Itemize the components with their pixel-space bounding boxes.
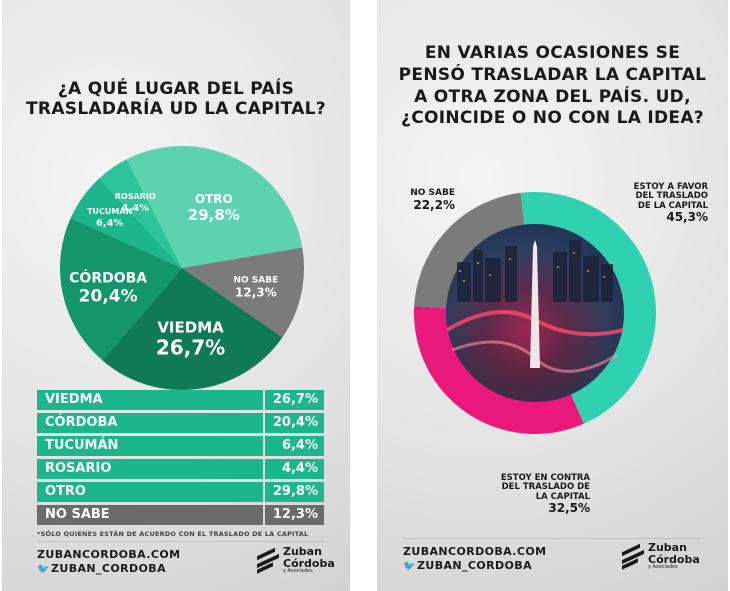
right-question-title: EN VARIAS OCASIONES SE PENSÓ TRASLADAR L… bbox=[385, 43, 720, 130]
buenos-aires-obelisk-photo bbox=[445, 224, 624, 402]
table-row-label: CÓRDOBA bbox=[37, 413, 263, 433]
pie-slice-viedma bbox=[102, 268, 283, 390]
left-brand-logo: Zuban Córdoba y Asociados bbox=[257, 546, 335, 574]
brand-name-1: Zuban bbox=[648, 541, 687, 554]
brand-sub: y Asociados bbox=[648, 564, 678, 571]
table-row-value: 6,4% bbox=[265, 436, 324, 456]
left-twitter-handle: 🐦ZUBAN_CORDOBA bbox=[37, 562, 166, 575]
left-twitter-text: ZUBAN_CORDOBA bbox=[51, 562, 166, 575]
right-title-line-1: EN VARIAS OCASIONES SE bbox=[424, 43, 681, 63]
brand-name-1: Zuban bbox=[283, 545, 322, 558]
label-a-favor-text-3: DE LA CAPITAL bbox=[637, 200, 708, 211]
table-row-value: 20,4% bbox=[265, 413, 324, 433]
table-row-value: 12,3% bbox=[265, 505, 324, 525]
right-title-line-3: A OTRA ZONA DEL PAÍS. UD, bbox=[414, 86, 691, 107]
right-donut-chart bbox=[414, 192, 656, 434]
table-row-value: 26,7% bbox=[265, 390, 324, 410]
pie-label-viedma: VIEDMA bbox=[157, 319, 224, 337]
pie-slice-tucuman bbox=[70, 178, 182, 268]
pie-slice-rosario bbox=[99, 159, 182, 268]
label-no-sabe-value: 22,2% bbox=[413, 197, 455, 212]
table-row-label: VIEDMA bbox=[37, 390, 263, 410]
right-twitter-text: ZUBAN_CORDOBA bbox=[417, 559, 532, 572]
footnote: *SÓLO QUIENES ESTÁN DE ACUERDO CON EL TR… bbox=[37, 530, 309, 538]
zuban-logo-icon bbox=[257, 547, 279, 574]
label-en-contra-text-3: LA CAPITAL bbox=[535, 491, 590, 502]
table-row-label: OTRO bbox=[37, 482, 263, 502]
left-website: ZUBANCORDOBA.COM bbox=[37, 548, 181, 561]
pie-label-no-sabe: NO SABE bbox=[233, 275, 278, 285]
label-en-contra-value: 32,5% bbox=[548, 501, 590, 516]
pie-slice-no-sabe bbox=[182, 247, 304, 338]
left-title-line-1: ¿A QUÉ LUGAR DEL PAÍS bbox=[57, 79, 295, 99]
right-website: ZUBANCORDOBA.COM bbox=[403, 545, 547, 558]
table-row-cordoba: CÓRDOBA 20,4% bbox=[37, 413, 324, 433]
twitter-icon: 🐦 bbox=[403, 561, 416, 572]
pie-slice-cordoba bbox=[59, 218, 183, 361]
left-title-line-2: TRASLADARÍA UD LA CAPITAL? bbox=[26, 99, 326, 120]
zuban-logo-icon bbox=[622, 543, 644, 570]
brand-sub: y Asociados bbox=[283, 568, 313, 575]
pie-label-tucuman: TUCUMÁN bbox=[87, 205, 132, 216]
brand-name-2: Córdoba bbox=[283, 556, 335, 570]
right-title-line-2: PENSÓ TRASLADAR LA CAPITAL bbox=[398, 64, 707, 85]
pie-slice-otro bbox=[126, 146, 303, 268]
label-a-favor-text-2: DEL TRASLADO bbox=[635, 191, 708, 202]
label-en-contra-text-1: ESTOY EN CONTRA bbox=[500, 473, 590, 483]
label-no-sabe: NO SABE 22,2% bbox=[377, 188, 455, 212]
label-en-contra: ESTOY EN CONTRA DEL TRASLADO DE LA CAPIT… bbox=[487, 473, 590, 516]
table-row-tucuman: TUCUMÁN 6,4% bbox=[37, 436, 324, 456]
right-twitter-handle: 🐦ZUBAN_CORDOBA bbox=[403, 559, 532, 572]
pie-value-otro: 29,8% bbox=[188, 206, 240, 224]
table-row-no-sabe: NO SABE 12,3% bbox=[37, 505, 324, 525]
pie-value-rosario: 4,4% bbox=[121, 203, 149, 214]
table-row-label: ROSARIO bbox=[37, 459, 263, 479]
label-a-favor-text-1: ESTOY A FAVOR bbox=[633, 182, 708, 192]
pie-label-rosario: ROSARIO bbox=[115, 192, 156, 201]
pie-value-viedma: 26,7% bbox=[156, 336, 225, 360]
table-row-value: 29,8% bbox=[265, 482, 324, 502]
left-divider bbox=[37, 541, 324, 542]
twitter-icon: 🐦 bbox=[37, 564, 50, 575]
pie-value-no-sabe: 12,3% bbox=[235, 285, 277, 299]
table-row-label: TUCUMÁN bbox=[37, 436, 263, 456]
pie-label-cordoba: CÓRDOBA bbox=[69, 268, 147, 286]
right-brand-logo: Zuban Córdoba y Asociados bbox=[622, 542, 700, 570]
label-a-favor: ESTOY A FAVOR DEL TRASLADO DE LA CAPITAL… bbox=[607, 182, 708, 225]
table-row-value: 4,4% bbox=[265, 459, 324, 479]
label-en-contra-text-2: DEL TRASLADO DE bbox=[501, 482, 590, 493]
left-infographic-panel: ¿A QUÉ LUGAR DEL PAÍS TRASLADARÍA UD LA … bbox=[2, 0, 350, 591]
table-row-viedma: VIEDMA 26,7% bbox=[37, 390, 324, 410]
pie-label-otro: OTRO bbox=[195, 192, 233, 206]
brand-name-2: Córdoba bbox=[648, 552, 700, 566]
right-title-line-4: ¿COINCIDE O NO CON LA IDEA? bbox=[401, 108, 704, 129]
pie-value-cordoba: 20,4% bbox=[79, 286, 138, 306]
left-question-title: ¿A QUÉ LUGAR DEL PAÍS TRASLADARÍA UD LA … bbox=[12, 79, 340, 120]
table-row-otro: OTRO 29,8% bbox=[37, 482, 324, 502]
label-no-sabe-text: NO SABE bbox=[410, 188, 455, 198]
right-divider bbox=[403, 538, 700, 539]
pie-value-tucuman: 6,4% bbox=[96, 218, 124, 229]
table-row-rosario: ROSARIO 4,4% bbox=[37, 459, 324, 479]
right-infographic-panel: EN VARIAS OCASIONES SE PENSÓ TRASLADAR L… bbox=[377, 0, 728, 591]
table-row-label: NO SABE bbox=[37, 505, 263, 525]
label-a-favor-value: 45,3% bbox=[666, 210, 708, 225]
